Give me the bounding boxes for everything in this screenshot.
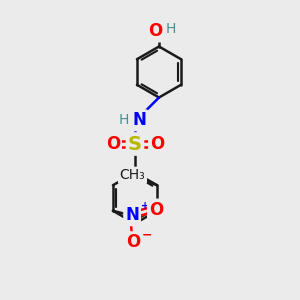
Text: −: − <box>141 229 152 242</box>
Text: O: O <box>150 135 164 153</box>
Text: S: S <box>128 134 142 154</box>
Text: H: H <box>165 22 176 36</box>
Text: O: O <box>106 135 120 153</box>
Text: H: H <box>118 113 129 127</box>
Text: N: N <box>132 111 146 129</box>
Text: O: O <box>148 22 163 40</box>
Text: N: N <box>125 206 139 224</box>
Text: O: O <box>126 233 140 251</box>
Text: +: + <box>140 201 148 211</box>
Text: O: O <box>149 201 163 218</box>
Text: CH₃: CH₃ <box>120 168 146 182</box>
